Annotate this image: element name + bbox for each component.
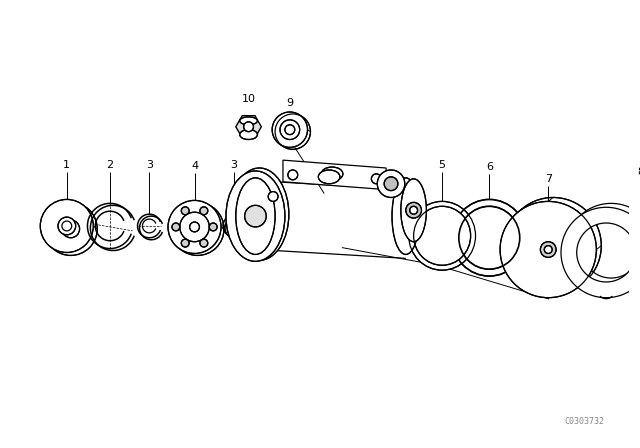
Polygon shape	[561, 207, 640, 297]
Text: C0303732: C0303732	[564, 418, 604, 426]
Ellipse shape	[459, 207, 520, 269]
Ellipse shape	[413, 207, 470, 265]
Ellipse shape	[280, 120, 300, 139]
Text: 6: 6	[486, 162, 493, 172]
Polygon shape	[236, 116, 261, 138]
Ellipse shape	[226, 171, 285, 261]
Text: 5: 5	[438, 160, 445, 170]
Ellipse shape	[500, 202, 596, 297]
Ellipse shape	[410, 207, 417, 214]
Circle shape	[288, 170, 298, 180]
Ellipse shape	[321, 167, 343, 181]
Text: 10: 10	[241, 94, 255, 104]
Ellipse shape	[272, 112, 308, 147]
Ellipse shape	[285, 125, 295, 134]
Ellipse shape	[244, 205, 266, 227]
Circle shape	[209, 223, 217, 231]
Circle shape	[181, 207, 189, 215]
Ellipse shape	[180, 212, 209, 241]
Ellipse shape	[275, 114, 310, 149]
Polygon shape	[283, 160, 386, 190]
Polygon shape	[566, 203, 640, 294]
Ellipse shape	[58, 217, 76, 235]
Ellipse shape	[62, 220, 79, 238]
Ellipse shape	[236, 178, 275, 254]
Text: 8: 8	[637, 167, 640, 177]
Ellipse shape	[409, 202, 476, 270]
Ellipse shape	[505, 198, 602, 294]
Text: 1: 1	[63, 160, 70, 170]
Ellipse shape	[377, 170, 404, 198]
Text: 4: 4	[191, 161, 198, 171]
Ellipse shape	[384, 177, 398, 190]
Ellipse shape	[40, 199, 93, 253]
Circle shape	[172, 223, 180, 231]
Circle shape	[540, 241, 556, 258]
Text: 7: 7	[545, 174, 552, 184]
Ellipse shape	[240, 117, 257, 125]
Circle shape	[181, 239, 189, 247]
Circle shape	[268, 192, 278, 202]
Text: 9: 9	[286, 98, 293, 108]
Text: 2: 2	[106, 160, 114, 170]
Ellipse shape	[392, 178, 420, 254]
Ellipse shape	[318, 170, 340, 184]
Ellipse shape	[168, 200, 221, 254]
Ellipse shape	[401, 179, 426, 241]
Ellipse shape	[452, 199, 527, 276]
Circle shape	[200, 207, 208, 215]
Text: 3: 3	[146, 160, 153, 170]
Circle shape	[244, 122, 253, 132]
Text: 3: 3	[230, 160, 237, 170]
Ellipse shape	[406, 202, 422, 218]
Circle shape	[200, 239, 208, 247]
Ellipse shape	[240, 175, 279, 254]
Circle shape	[544, 246, 552, 254]
Ellipse shape	[230, 168, 289, 260]
Ellipse shape	[171, 202, 224, 255]
Ellipse shape	[189, 222, 200, 232]
Circle shape	[371, 174, 381, 184]
Ellipse shape	[240, 129, 257, 139]
Ellipse shape	[44, 202, 97, 255]
